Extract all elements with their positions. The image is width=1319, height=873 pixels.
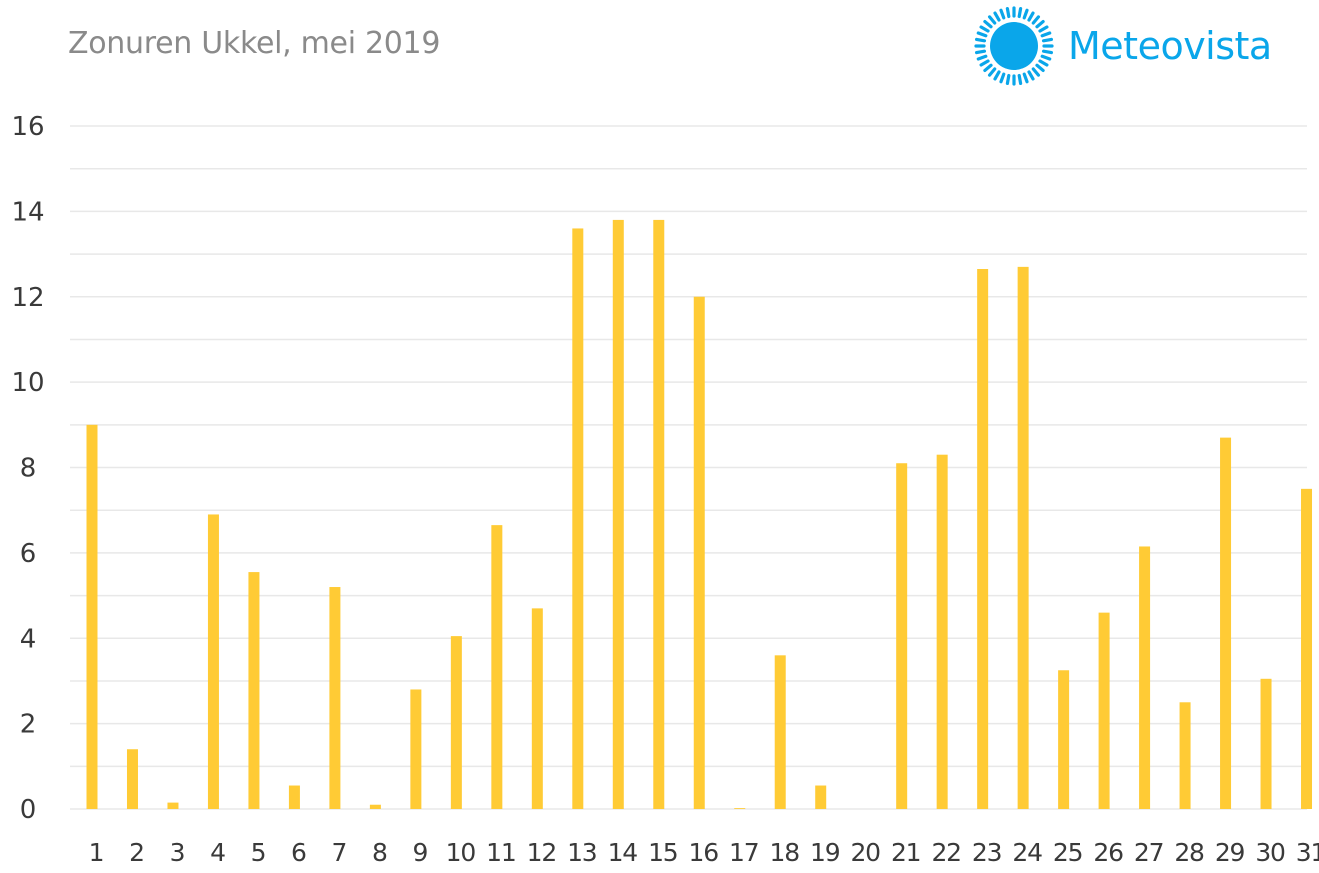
x-tick-label: 27 <box>1134 838 1163 867</box>
x-tick-label: 25 <box>1053 838 1082 867</box>
x-tick-label: 5 <box>251 838 266 867</box>
x-tick-label: 13 <box>567 838 596 867</box>
x-tick-label: 20 <box>850 838 880 867</box>
bar-day-28 <box>1179 702 1191 809</box>
bar-day-3 <box>167 802 179 809</box>
x-tick-label: 26 <box>1093 838 1123 867</box>
x-tick-label: 29 <box>1215 838 1245 867</box>
sun-icon <box>974 6 1054 86</box>
y-tick-label: 8 <box>20 454 37 484</box>
y-tick-label: 14 <box>11 197 44 227</box>
x-tick-label: 16 <box>689 838 719 867</box>
x-tick-label: 3 <box>170 838 185 867</box>
bar-day-6 <box>288 785 300 809</box>
bar-day-22 <box>936 454 948 809</box>
chart-title: Zonuren Ukkel, mei 2019 <box>68 26 441 61</box>
bar-day-14 <box>612 219 624 810</box>
bar-day-5 <box>248 572 260 809</box>
x-tick-label: 31 <box>1296 838 1319 867</box>
bar-day-1 <box>86 424 98 809</box>
bar-day-29 <box>1220 437 1232 809</box>
x-tick-label: 17 <box>729 838 758 867</box>
bar-day-2 <box>126 749 138 809</box>
x-tick-label: 10 <box>446 838 476 867</box>
y-tick-label: 16 <box>11 112 44 142</box>
x-tick-label: 9 <box>413 838 428 867</box>
bar-day-7 <box>329 587 341 809</box>
x-tick-label: 6 <box>291 838 306 867</box>
bar-day-25 <box>1058 670 1070 809</box>
bar-day-10 <box>450 636 462 809</box>
y-tick-label: 4 <box>20 624 37 654</box>
bar-day-19 <box>815 785 827 809</box>
grid-lines <box>70 125 1307 810</box>
x-tick-label: 8 <box>372 838 387 867</box>
x-tick-label: 24 <box>1012 838 1042 867</box>
x-tick-label: 30 <box>1255 838 1285 867</box>
bar-day-16 <box>693 296 705 809</box>
x-tick-label: 22 <box>931 838 960 867</box>
bar-day-11 <box>491 525 503 809</box>
bar-day-30 <box>1260 678 1272 809</box>
x-tick-label: 11 <box>486 838 515 867</box>
x-tick-label: 7 <box>332 838 347 867</box>
bar-day-17 <box>734 808 746 809</box>
bar-day-26 <box>1098 612 1110 809</box>
x-tick-label: 18 <box>770 838 800 867</box>
x-tick-label: 28 <box>1174 838 1204 867</box>
x-tick-label: 23 <box>972 838 1001 867</box>
bars <box>86 219 1313 810</box>
bar-day-9 <box>410 689 422 809</box>
x-axis-ticks: 1 2 3 4 5 6 7 8 9 10 11 12 13 14 15 16 17 18 19 20 21 22 23 24 2… <box>89 838 1319 867</box>
bar-day-18 <box>774 655 786 809</box>
bar-day-23 <box>977 269 989 809</box>
bar-day-24 <box>1017 266 1029 809</box>
y-tick-label: 6 <box>20 539 37 569</box>
x-tick-label: 2 <box>129 838 144 867</box>
brand-name: Meteovista <box>1068 24 1272 68</box>
bar-day-13 <box>572 228 584 809</box>
bar-day-15 <box>653 219 665 810</box>
x-tick-label: 4 <box>210 838 225 867</box>
y-axis-ticks: 0 2 4 6 8 10 12 14 16 <box>11 112 44 825</box>
x-tick-label: 14 <box>608 838 638 867</box>
brand-logo: Meteovista <box>972 4 1272 88</box>
bar-day-12 <box>531 608 543 809</box>
bar-day-4 <box>207 514 219 809</box>
y-tick-label: 2 <box>20 710 37 740</box>
bar-day-27 <box>1139 546 1151 809</box>
bar-day-31 <box>1301 488 1313 809</box>
y-tick-label: 10 <box>11 368 44 398</box>
bar-day-21 <box>896 463 908 809</box>
y-tick-label: 0 <box>20 795 37 825</box>
bar-day-8 <box>369 804 381 809</box>
x-tick-label: 1 <box>89 838 104 867</box>
x-tick-label: 21 <box>891 838 920 867</box>
y-tick-label: 12 <box>11 283 44 313</box>
x-tick-label: 12 <box>527 838 556 867</box>
x-tick-label: 15 <box>648 838 677 867</box>
x-tick-label: 19 <box>810 838 840 867</box>
